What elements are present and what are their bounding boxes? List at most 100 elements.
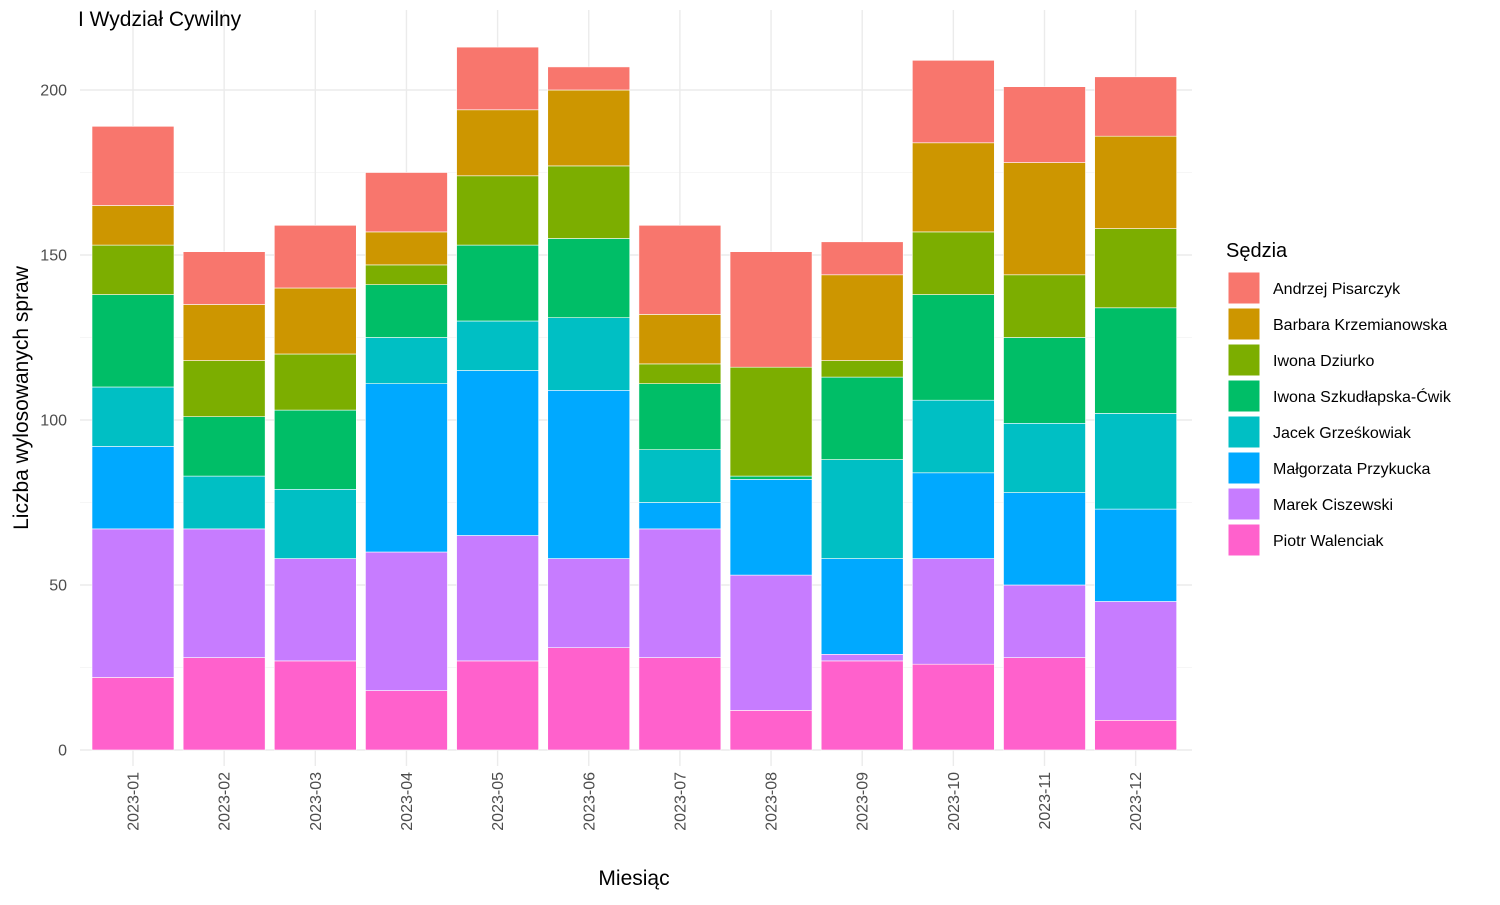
bar-segment: 2023-11 · Iwona Dziurko: 19	[1003, 274, 1086, 338]
bar-segment: 2023-07 · Marek Ciszewski: 39	[638, 528, 722, 658]
bar-segment: 2023-06 · Marek Ciszewski: 27	[547, 558, 631, 648]
bar-segment: 2023-03 · Barbara Krzemianowska: 20	[273, 287, 357, 355]
bar-segment: 2023-12 · Małgorzata Przykucka: 28	[1094, 508, 1177, 602]
bar-segment: 2023-03 · Andrzej Pisarczyk: 19	[273, 225, 357, 289]
bar-segment: 2023-08 · Marek Ciszewski: 41	[729, 574, 813, 711]
bar-segment: 2023-11 · Piotr Walenciak: 28	[1003, 657, 1086, 751]
y-tick-label: 0	[58, 743, 67, 760]
bar-segment: 2023-05 · Barbara Krzemianowska: 20	[456, 109, 539, 177]
y-tick-label: 200	[40, 83, 67, 100]
bar-segment: 2023-10 · Iwona Dziurko: 19	[912, 231, 995, 295]
bar-segment: 2023-10 · Barbara Krzemianowska: 27	[912, 142, 995, 233]
bar-segment: 2023-05 · Iwona Szkudłapska-Ćwik: 23	[456, 244, 539, 322]
legend: Andrzej Pisarczyk Barbara Krzemianowska Iw…	[1227, 271, 1452, 557]
legend-key	[1227, 307, 1261, 341]
bar-segment: 2023-04 · Małgorzata Przykucka: 51	[365, 383, 448, 553]
bar-segment: 2023-03 · Marek Ciszewski: 31	[273, 558, 357, 662]
bar-segment: 2023-11 · Małgorzata Przykucka: 28	[1003, 492, 1086, 586]
bar-segment: 2023-09 · Barbara Krzemianowska: 26	[820, 274, 904, 361]
x-tick-label: 2023-03	[308, 772, 325, 831]
bar-segment: 2023-04 · Piotr Walenciak: 18	[365, 690, 448, 751]
bar-segment: 2023-11 · Barbara Krzemianowska: 34	[1003, 162, 1086, 276]
bar-segment: 2023-02 · Barbara Krzemianowska: 17	[182, 304, 266, 361]
y-tick-label: 50	[49, 578, 67, 595]
bar-segment: 2023-11 · Marek Ciszewski: 22	[1003, 584, 1086, 658]
legend-item: Marek Ciszewski	[1227, 487, 1393, 521]
bar-segment: 2023-07 · Iwona Dziurko: 6	[638, 363, 722, 384]
bar-segment: 2023-11 · Jacek Grześkowiak: 21	[1003, 422, 1086, 493]
bar-segment: 2023-06 · Barbara Krzemianowska: 23	[547, 89, 631, 167]
x-tick-label: 2023-08	[764, 772, 781, 831]
legend-label: Małgorzata Przykucka	[1273, 461, 1430, 478]
x-tick-label: 2023-07	[672, 772, 689, 831]
bar-segment: 2023-06 · Iwona Dziurko: 22	[547, 165, 631, 239]
legend-item: Piotr Walenciak	[1227, 523, 1385, 557]
bar-segment: 2023-02 · Iwona Szkudłapska-Ćwik: 18	[182, 416, 266, 477]
bar-segment: 2023-09 · Iwona Dziurko: 5	[820, 360, 904, 378]
bar-segment: 2023-05 · Piotr Walenciak: 27	[456, 660, 539, 751]
y-axis-title: Liczba wylosowanych spraw	[10, 265, 33, 530]
x-tick-labels: 2023-01 2023-02 2023-03 2023-04 2023-05 2023-…	[126, 772, 1146, 831]
bar-segment: 2023-12 · Barbara Krzemianowska: 28	[1094, 135, 1177, 229]
bar-segment: 2023-01 · Barbara Krzemianowska: 12	[91, 205, 175, 246]
bar-segment: 2023-04 · Barbara Krzemianowska: 10	[365, 231, 448, 266]
chart-title: I Wydział Cywilny	[78, 8, 242, 31]
bar-segment: 2023-06 · Iwona Szkudłapska-Ćwik: 24	[547, 238, 631, 318]
x-tick-label: 2023-02	[217, 772, 234, 831]
bar-segment: 2023-04 · Jacek Grześkowiak: 14	[365, 337, 448, 385]
x-tick-label: 2023-06	[581, 772, 598, 831]
legend-key	[1227, 271, 1261, 305]
legend-key	[1227, 487, 1261, 521]
bar-segment: 2023-12 · Piotr Walenciak: 9	[1094, 719, 1177, 751]
bar-segment: 2023-04 · Iwona Dziurko: 6	[365, 264, 448, 285]
legend-item: Iwona Szkudłapska-Ćwik	[1227, 379, 1452, 413]
bar-segment: 2023-10 · Piotr Walenciak: 26	[912, 663, 995, 751]
bar-segment: 2023-04 · Iwona Szkudłapska-Ćwik: 16	[365, 284, 448, 338]
x-tick-label: 2023-04	[399, 772, 416, 831]
x-tick-label: 2023-01	[126, 772, 143, 831]
legend-label: Barbara Krzemianowska	[1273, 317, 1447, 334]
bar-segment: 2023-12 · Jacek Grześkowiak: 29	[1094, 413, 1177, 510]
bar-segment: 2023-02 · Piotr Walenciak: 28	[182, 657, 266, 751]
bar-segment: 2023-07 · Piotr Walenciak: 28	[638, 657, 722, 751]
bar-segment: 2023-01 · Marek Ciszewski: 45	[91, 528, 175, 678]
bar-segment: 2023-07 · Andrzej Pisarczyk: 27	[638, 225, 722, 315]
legend-key	[1227, 343, 1261, 377]
bar-segment: 2023-02 · Jacek Grześkowiak: 16	[182, 475, 266, 530]
bar-segment: 2023-05 · Jacek Grześkowiak: 15	[456, 320, 539, 371]
legend-item: Barbara Krzemianowska	[1227, 307, 1447, 341]
bar-segment: 2023-07 · Jacek Grześkowiak: 16	[638, 449, 722, 503]
x-tick-label: 2023-05	[490, 772, 507, 831]
bar-segment: 2023-01 · Andrzej Pisarczyk: 24	[91, 126, 175, 206]
bar-segment: 2023-08 · Iwona Szkudłapska-Ćwik: 1	[729, 475, 813, 480]
bar-segment: 2023-09 · Marek Ciszewski: 2	[820, 653, 904, 662]
legend-label: Marek Ciszewski	[1273, 497, 1393, 514]
legend-item: Iwona Dziurko	[1227, 343, 1374, 377]
x-axis-title: Miesiąc	[598, 867, 669, 890]
legend-item: Andrzej Pisarczyk	[1227, 271, 1401, 305]
bar-segment: 2023-03 · Iwona Dziurko: 17	[273, 353, 357, 411]
bar-segment: 2023-11 · Iwona Szkudłapska-Ćwik: 26	[1003, 337, 1086, 424]
bar-segment: 2023-09 · Andrzej Pisarczyk: 10	[820, 241, 904, 276]
legend-title: Sędzia	[1226, 240, 1288, 262]
x-tick-label: 2023-10	[946, 772, 963, 831]
bar-segment: 2023-05 · Iwona Dziurko: 21	[456, 175, 539, 246]
y-tick-label: 150	[40, 248, 67, 265]
bar-segment: 2023-09 · Małgorzata Przykucka: 29	[820, 558, 904, 655]
bar-segment: 2023-05 · Marek Ciszewski: 38	[456, 535, 539, 662]
x-tick-label: 2023-12	[1128, 772, 1145, 831]
bar-segment: 2023-06 · Andrzej Pisarczyk: 7	[547, 66, 631, 91]
bar-segment: 2023-06 · Jacek Grześkowiak: 22	[547, 317, 631, 391]
bar-segment: 2023-02 · Iwona Dziurko: 17	[182, 360, 266, 418]
bar-segment: 2023-01 · Jacek Grześkowiak: 18	[91, 386, 175, 447]
bar-segment: 2023-07 · Małgorzata Przykucka: 8	[638, 502, 722, 530]
bar-segment: 2023-01 · Iwona Szkudłapska-Ćwik: 28	[91, 294, 175, 388]
bar-segment: 2023-10 · Andrzej Pisarczyk: 25	[912, 59, 995, 144]
bar-segment: 2023-04 · Marek Ciszewski: 42	[365, 551, 448, 691]
bar-segment: 2023-07 · Barbara Krzemianowska: 15	[638, 314, 722, 365]
legend-label: Iwona Szkudłapska-Ćwik	[1273, 387, 1452, 406]
legend-label: Andrzej Pisarczyk	[1273, 281, 1401, 298]
bar-segment: 2023-09 · Jacek Grześkowiak: 30	[820, 459, 904, 559]
